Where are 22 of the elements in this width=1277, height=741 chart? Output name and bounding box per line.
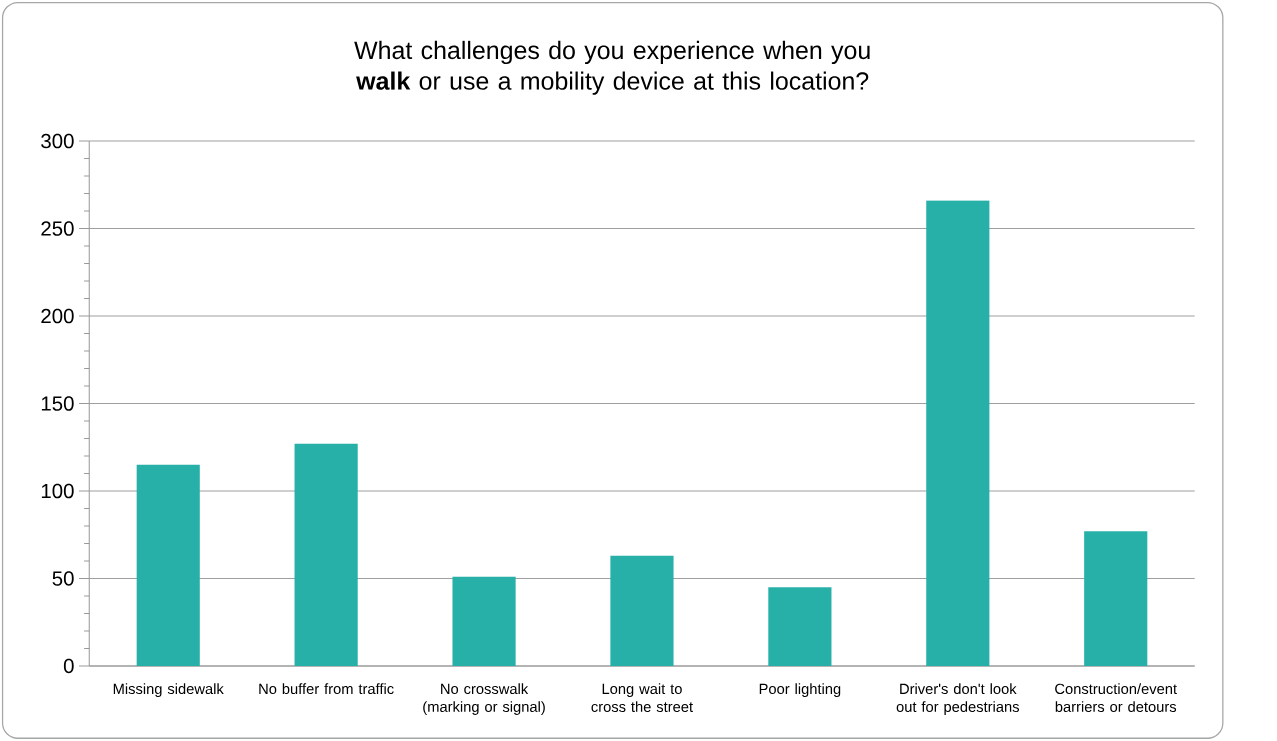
- bar: [610, 555, 674, 667]
- x-tick-label: Driver's don't look out for pedestrians: [896, 683, 1020, 715]
- bar: [926, 200, 990, 667]
- bar: [768, 587, 832, 667]
- y-tick-label: 50: [52, 571, 74, 586]
- bar: [1084, 531, 1148, 667]
- bar: [136, 464, 200, 667]
- y-tick-label: 250: [41, 221, 74, 236]
- y-tick-label: 300: [41, 133, 74, 149]
- x-tick-label: Construction/event barriers or detours: [1055, 683, 1177, 713]
- x-tick-label: No crosswalk (marking or signal): [423, 683, 545, 715]
- x-tick-label: Long wait to cross the street: [591, 683, 693, 713]
- x-tick-label: Missing sidewalk: [113, 683, 224, 698]
- x-tick-label: No buffer from traffic: [259, 683, 394, 695]
- bar: [452, 576, 516, 667]
- bar: [294, 443, 358, 667]
- y-tick-label: 200: [41, 308, 74, 324]
- x-tick-label: Poor lighting: [759, 683, 841, 698]
- y-tick-label: 150: [41, 396, 74, 411]
- y-tick-label: 100: [41, 483, 74, 499]
- chart-title: What challenges do you experience when you walk or use a mobility device at this location?: [354, 40, 870, 95]
- y-tick-label: 0: [63, 658, 74, 674]
